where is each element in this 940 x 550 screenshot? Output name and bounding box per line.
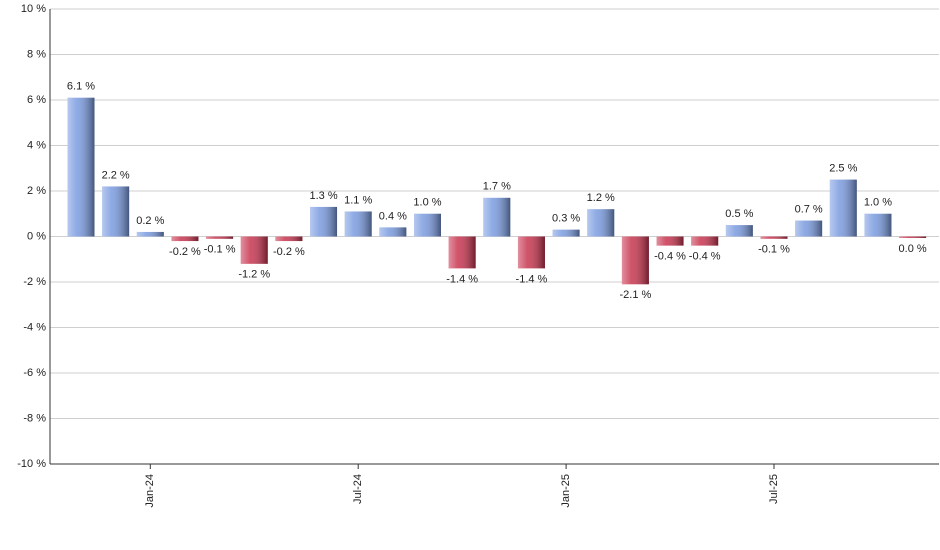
value-label: 0.3 %	[552, 213, 580, 225]
value-label: -0.4 %	[654, 251, 686, 263]
y-tick-label: 0 %	[27, 230, 46, 242]
value-label: 0.7 %	[795, 203, 823, 215]
y-tick-label: -4 %	[23, 321, 46, 333]
y-tick-label: 4 %	[27, 139, 46, 151]
value-label: 1.3 %	[309, 190, 337, 202]
y-tick-label: -2 %	[23, 276, 46, 288]
bar-shade	[483, 197, 511, 237]
y-tick-label: -10 %	[17, 458, 46, 470]
value-label: 0.0 %	[899, 243, 927, 255]
bar-shade	[552, 229, 580, 237]
x-tick-label: Jan-25	[560, 474, 572, 508]
value-label: -1.4 %	[446, 273, 478, 285]
value-label: 1.2 %	[587, 192, 615, 204]
value-label: -2.1 %	[620, 289, 652, 301]
value-label: -0.1 %	[758, 244, 790, 256]
bar-shade	[795, 220, 823, 237]
y-tick-label: 2 %	[27, 185, 46, 197]
bar-shade	[899, 236, 927, 238]
value-label: -0.4 %	[689, 251, 721, 263]
y-tick-label: -6 %	[23, 367, 46, 379]
bar-shade	[171, 236, 199, 242]
bar-shade	[829, 179, 857, 237]
value-label: 2.5 %	[829, 163, 857, 175]
bar-shade	[621, 236, 649, 285]
bar-shade	[344, 211, 372, 237]
value-label: -1.2 %	[238, 269, 270, 281]
bar-shade	[379, 227, 407, 237]
value-label: 1.7 %	[483, 181, 511, 193]
value-label: -1.4 %	[516, 273, 548, 285]
bar-shade	[760, 236, 788, 239]
y-tick-label: 8 %	[27, 48, 46, 60]
x-tick-label: Jul-25	[768, 474, 780, 504]
bar-shade	[448, 236, 476, 269]
value-label: 0.2 %	[136, 215, 164, 227]
bar-shade	[517, 236, 545, 269]
y-tick-label: -8 %	[23, 412, 46, 424]
bar-shade	[310, 206, 338, 237]
bar-shade	[656, 236, 684, 246]
bar-shade	[864, 213, 892, 237]
x-tick-label: Jul-24	[352, 474, 364, 504]
bar-shade	[206, 236, 234, 239]
bar-shade	[725, 225, 753, 237]
bar-shade	[102, 186, 130, 237]
bar-shade	[587, 209, 615, 237]
bar-shade	[691, 236, 719, 246]
value-label: 1.0 %	[413, 197, 441, 209]
bar-shade	[240, 236, 268, 264]
value-label: -0.1 %	[204, 244, 236, 256]
value-label: -0.2 %	[169, 246, 201, 258]
bar-shade	[275, 236, 303, 242]
value-label: 6.1 %	[67, 81, 95, 93]
value-label: 1.0 %	[864, 197, 892, 209]
y-tick-label: 10 %	[21, 3, 46, 15]
bar-shade	[414, 213, 441, 237]
x-tick-label: Jan-24	[144, 474, 156, 508]
bar-shade	[136, 231, 164, 237]
value-label: 0.5 %	[725, 208, 753, 220]
value-label: -0.2 %	[273, 246, 305, 258]
value-label: 2.2 %	[102, 169, 130, 181]
value-label: 1.1 %	[344, 194, 372, 206]
y-tick-label: 6 %	[27, 94, 46, 106]
value-label: 0.4 %	[379, 210, 407, 222]
bar-shade	[67, 97, 95, 237]
